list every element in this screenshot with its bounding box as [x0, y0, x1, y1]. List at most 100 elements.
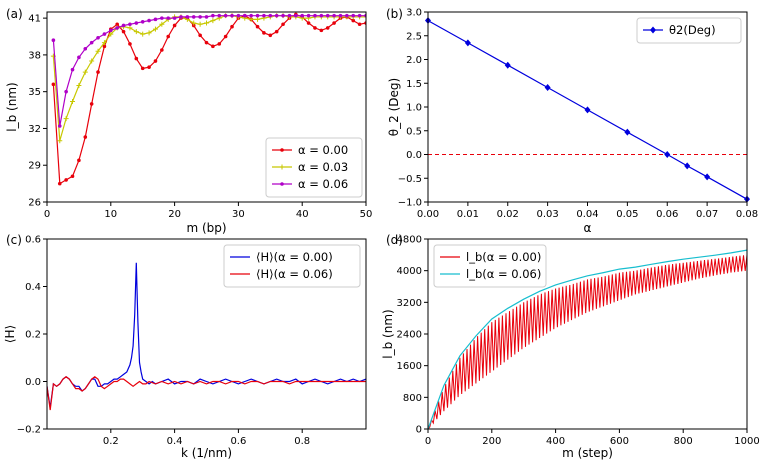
data-point	[57, 124, 62, 128]
legend-label: ⟨H⟩(α = 0.00)	[256, 250, 333, 264]
y-tick-label: 0.0	[25, 377, 41, 388]
y-tick-label: 26	[28, 198, 41, 209]
y-tick-label: 0.0	[406, 150, 422, 161]
data-point	[268, 13, 273, 18]
data-point	[83, 135, 88, 139]
plot-frame	[427, 238, 748, 430]
data-point	[64, 178, 68, 182]
series-line-1	[427, 20, 748, 200]
data-point	[242, 13, 247, 18]
data-point	[249, 13, 253, 18]
data-point	[133, 29, 139, 35]
data-point	[255, 13, 260, 18]
data-point	[82, 69, 88, 75]
data-point	[57, 181, 62, 186]
series-line-3	[52, 15, 366, 127]
data-point	[274, 13, 279, 18]
y-tick-label: 38	[28, 50, 41, 61]
panel-label: (a)	[6, 7, 23, 21]
data-point	[146, 30, 152, 36]
data-point	[51, 82, 56, 87]
y-tick-label: 4800	[397, 235, 422, 246]
legend-marker	[280, 182, 284, 186]
data-point	[217, 13, 222, 18]
legend-box	[636, 17, 742, 44]
panel-2: (b) 0.00 0.01 0.02 0.03 0.04 0.05 0.06 0.07 0.08 −…	[386, 7, 758, 235]
data-point	[704, 173, 711, 181]
data-point	[109, 28, 113, 33]
data-point	[70, 174, 75, 179]
data-point	[357, 22, 362, 27]
data-point	[102, 32, 107, 36]
y-tick-label: −1.0	[398, 198, 422, 209]
data-point	[624, 128, 631, 136]
y-tick-label: 0.5	[406, 126, 422, 137]
y-tick-label: 2400	[397, 330, 422, 341]
data-point	[115, 22, 119, 27]
data-point	[363, 14, 366, 20]
data-point	[210, 18, 216, 24]
x-tick-label: 200	[482, 436, 501, 447]
legend-marker	[279, 164, 285, 170]
y-tick-label: −0.5	[398, 174, 422, 185]
data-point	[147, 18, 151, 23]
legend-marker	[650, 26, 656, 34]
data-point	[134, 21, 139, 25]
x-tick-label: 20	[168, 209, 181, 220]
x-tick-label: 0.06	[656, 209, 678, 220]
data-point	[166, 34, 171, 39]
data-point	[134, 56, 139, 61]
data-point	[185, 15, 190, 19]
data-point	[313, 13, 317, 18]
data-point	[89, 58, 95, 64]
data-point	[504, 61, 511, 69]
series-line-1	[428, 254, 747, 429]
data-point	[204, 20, 209, 26]
legend-box	[433, 244, 547, 288]
x-axis-label: α	[584, 221, 592, 235]
data-point	[127, 25, 133, 31]
series-line-2	[47, 376, 366, 411]
data-point	[152, 26, 158, 32]
x-tick-label: 50	[360, 209, 373, 220]
y-tick-label: 3200	[397, 298, 422, 309]
data-point	[198, 33, 202, 38]
legend-label: α = 0.03	[298, 160, 348, 174]
data-point	[121, 23, 126, 28]
series-line-2	[52, 15, 366, 141]
y-tick-label: 800	[403, 393, 422, 404]
data-point	[211, 13, 215, 18]
y-axis-label: l_b (nm)	[5, 82, 19, 131]
data-point	[544, 84, 551, 92]
x-tick-label: 10	[104, 209, 117, 220]
y-tick-label: 1600	[397, 361, 422, 372]
y-tick-label: 2.5	[406, 31, 422, 42]
data-point	[300, 13, 305, 18]
x-tick-label: 0.01	[457, 209, 479, 220]
data-point	[121, 29, 126, 34]
data-point	[204, 40, 209, 45]
data-point	[172, 16, 177, 20]
data-point	[153, 17, 158, 22]
data-point	[325, 26, 330, 30]
legend-label: α = 0.06	[298, 177, 348, 191]
data-point	[160, 16, 164, 20]
data-point	[584, 106, 591, 114]
data-point	[140, 31, 146, 37]
y-tick-label: 32	[28, 124, 41, 135]
x-tick-label: 0.04	[576, 209, 598, 220]
data-point	[172, 23, 177, 28]
plot-frame	[46, 11, 367, 203]
plot-frame	[427, 11, 748, 203]
y-tick-label: 0.2	[25, 330, 41, 341]
data-point	[108, 31, 114, 37]
data-point	[160, 48, 164, 52]
legend-label: l_b(α = 0.06)	[466, 267, 541, 281]
data-point	[223, 34, 228, 39]
y-axis-label: θ_2 (Deg)	[387, 78, 401, 136]
x-tick-label: 30	[232, 209, 245, 220]
x-tick-label: 0.02	[497, 209, 519, 220]
data-point	[147, 65, 151, 69]
data-point	[664, 151, 671, 158]
data-point	[464, 39, 471, 47]
